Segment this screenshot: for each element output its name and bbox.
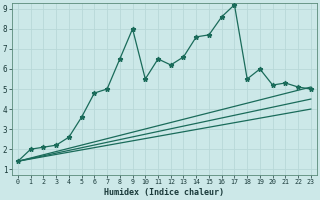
X-axis label: Humidex (Indice chaleur): Humidex (Indice chaleur) — [104, 188, 224, 197]
